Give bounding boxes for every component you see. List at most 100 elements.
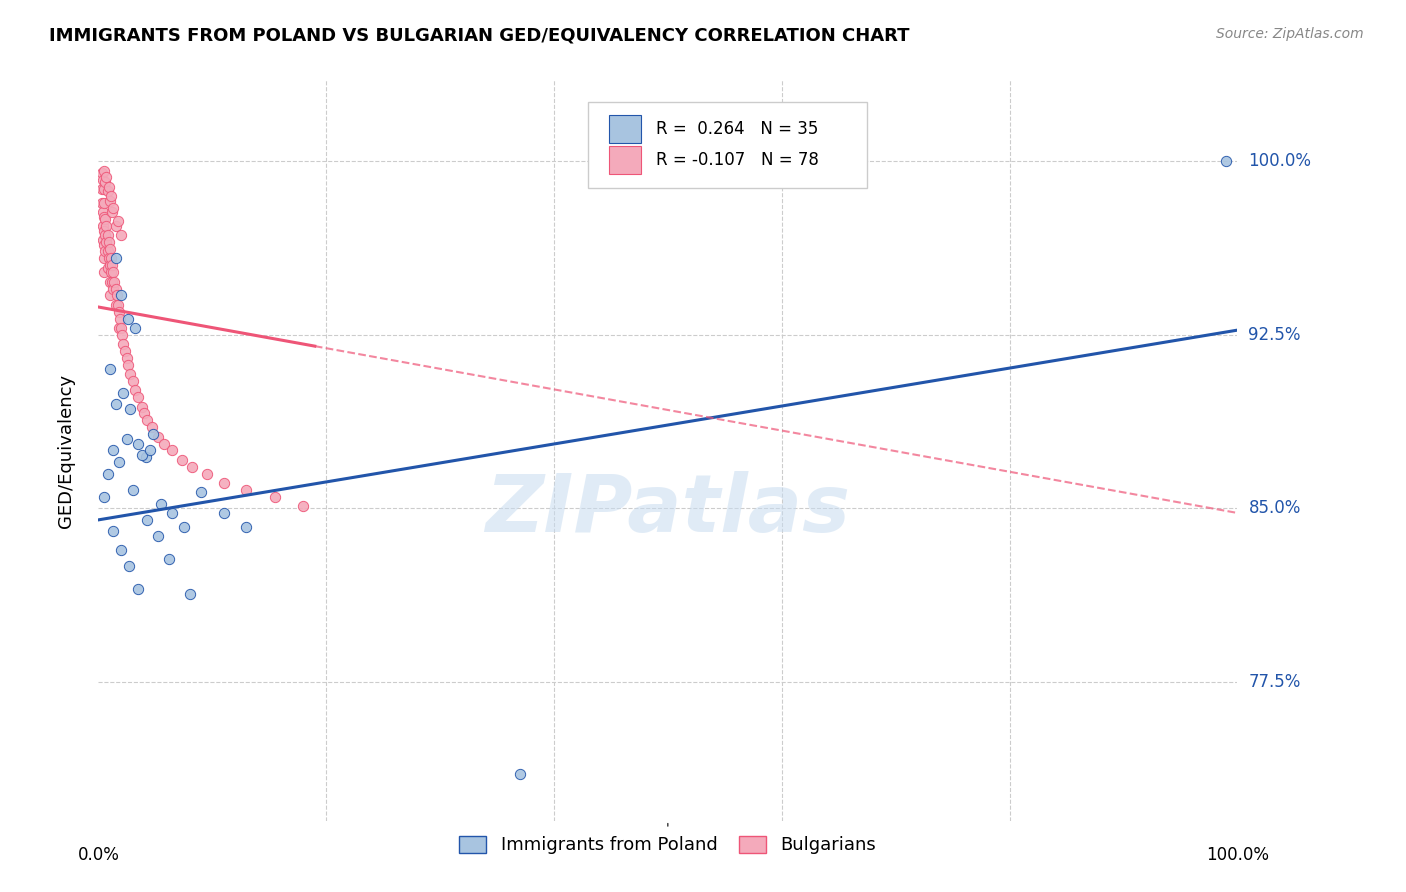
Point	[138, 443, 160, 458]
Point	[112, 385, 135, 400]
Bar	[609, 146, 641, 174]
Point	[96, 219, 118, 233]
Point	[179, 587, 201, 601]
Point	[136, 513, 159, 527]
FancyBboxPatch shape	[588, 103, 868, 187]
Point	[93, 252, 115, 266]
Point	[105, 288, 128, 302]
Point	[142, 427, 165, 442]
Bar	[609, 115, 641, 144]
Point	[110, 321, 132, 335]
Point	[292, 499, 315, 513]
Point	[104, 219, 127, 233]
Point	[103, 524, 125, 539]
Point	[107, 298, 129, 312]
Point	[93, 195, 115, 210]
Point	[124, 321, 146, 335]
Point	[98, 362, 121, 376]
Point	[153, 436, 176, 450]
Point	[162, 443, 184, 458]
Point	[103, 443, 125, 458]
Point	[90, 166, 112, 180]
Point	[98, 288, 121, 302]
Point	[108, 321, 131, 335]
Point	[96, 184, 118, 198]
Point	[93, 182, 115, 196]
Point	[91, 205, 114, 219]
Text: 85.0%: 85.0%	[1249, 500, 1301, 517]
Text: 100.0%: 100.0%	[1206, 846, 1268, 863]
Point	[94, 228, 117, 243]
Point	[136, 413, 159, 427]
Point	[96, 467, 118, 481]
Point	[101, 258, 124, 272]
Point	[93, 163, 115, 178]
Point	[190, 485, 212, 500]
Point	[98, 275, 121, 289]
Point	[103, 265, 125, 279]
Point	[170, 452, 193, 467]
Point	[101, 205, 124, 219]
Point	[127, 582, 149, 597]
Point	[91, 219, 114, 233]
Point	[127, 390, 149, 404]
Point	[110, 288, 132, 302]
Point	[115, 432, 138, 446]
Point	[103, 281, 125, 295]
Point	[93, 490, 115, 504]
Point	[97, 252, 120, 266]
Point	[509, 767, 531, 781]
Point	[96, 170, 118, 185]
Point	[96, 244, 118, 259]
Point	[114, 343, 136, 358]
Point	[131, 448, 153, 462]
Point	[93, 210, 115, 224]
Point	[104, 252, 127, 266]
Point	[121, 374, 143, 388]
Point	[162, 506, 184, 520]
Point	[96, 260, 118, 275]
Point	[110, 228, 132, 243]
Point	[115, 351, 138, 365]
Point	[157, 552, 180, 566]
Point	[124, 384, 146, 398]
Point	[93, 237, 115, 252]
Point	[118, 559, 141, 574]
Point	[117, 311, 139, 326]
Text: ZIPatlas: ZIPatlas	[485, 471, 851, 549]
Point	[195, 467, 218, 481]
Text: IMMIGRANTS FROM POLAND VS BULGARIAN GED/EQUIVALENCY CORRELATION CHART: IMMIGRANTS FROM POLAND VS BULGARIAN GED/…	[49, 27, 910, 45]
Point	[235, 483, 257, 497]
Point	[98, 194, 121, 208]
Point	[180, 459, 202, 474]
Text: 92.5%: 92.5%	[1249, 326, 1301, 343]
Point	[100, 252, 122, 266]
Point	[108, 455, 131, 469]
Point	[121, 483, 143, 497]
Point	[108, 311, 131, 326]
Point	[135, 450, 157, 465]
Point	[91, 233, 114, 247]
Point	[100, 189, 122, 203]
Point	[94, 212, 117, 227]
Point	[212, 506, 235, 520]
Point	[103, 275, 125, 289]
Point	[131, 400, 153, 414]
Point	[100, 265, 122, 279]
Y-axis label: GED/Equivalency: GED/Equivalency	[56, 374, 75, 527]
Point	[110, 543, 132, 558]
Point	[235, 520, 257, 534]
Point	[93, 265, 115, 279]
Point	[107, 214, 129, 228]
Point	[96, 228, 118, 243]
Text: 0.0%: 0.0%	[77, 846, 120, 863]
Point	[108, 304, 131, 318]
Point	[132, 406, 155, 420]
Point	[117, 358, 139, 372]
Text: Source: ZipAtlas.com: Source: ZipAtlas.com	[1216, 27, 1364, 41]
Point	[212, 475, 235, 490]
Point	[104, 298, 127, 312]
Legend: Immigrants from Poland, Bulgarians: Immigrants from Poland, Bulgarians	[450, 827, 886, 863]
Point	[98, 242, 121, 256]
Point	[146, 429, 169, 443]
